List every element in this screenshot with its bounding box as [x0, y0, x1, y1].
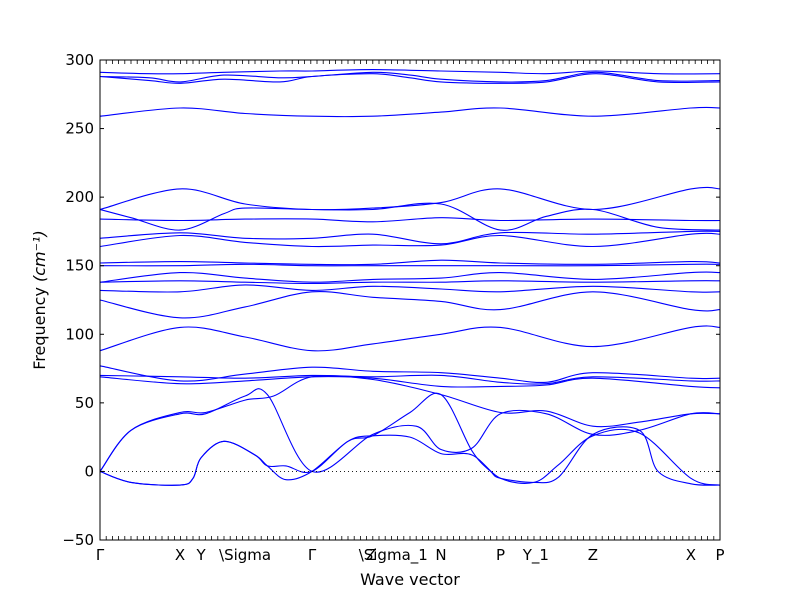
x-tick-label: X	[175, 546, 185, 564]
band-line-6	[99, 202, 721, 231]
band-line-14	[99, 284, 721, 293]
band-lines	[99, 69, 721, 486]
band-line-20	[99, 375, 721, 472]
band-line-21	[99, 388, 721, 473]
x-tick-label: Z	[588, 546, 598, 564]
x-tick-label: X	[686, 546, 696, 564]
plot-frame	[99, 59, 721, 541]
y-tick-label: 50	[75, 394, 94, 412]
x-tick-label: \Sigma	[219, 546, 271, 564]
band-line-2	[99, 71, 721, 83]
band-line-5	[99, 186, 721, 211]
band-line-4	[99, 106, 721, 118]
x-axis-label: Wave vector	[360, 570, 460, 589]
x-tick-label: P	[496, 546, 505, 564]
band-line-18	[99, 374, 721, 385]
y-axis-label: Frequency (cm⁻¹)	[30, 230, 49, 369]
x-tick-label: Y	[195, 546, 206, 564]
y-tick-label: 300	[65, 51, 94, 69]
band-line-15	[99, 290, 721, 319]
band-line-12	[99, 271, 721, 283]
x-tick-label: Γ	[308, 546, 317, 564]
y-tick-label: 100	[65, 325, 94, 343]
y-tick-label: 200	[65, 188, 94, 206]
band-line-23	[99, 392, 721, 486]
band-line-10	[99, 259, 721, 266]
y-axis-ticks: −50 0 50 100 150 200 250 300	[62, 51, 720, 549]
y-tick-label: 250	[65, 120, 94, 138]
y-tick-label: −50	[62, 531, 94, 549]
y-tick-label: 150	[65, 257, 94, 275]
band-line-7	[99, 217, 721, 223]
y-axis-label-unit: (cm⁻¹)	[30, 230, 49, 282]
band-line-8	[99, 230, 721, 245]
x-tick-label: N	[435, 546, 446, 564]
band-line-9	[99, 232, 721, 248]
x-tick-label: Y_1	[522, 546, 549, 565]
y-axis-label-text: Frequency	[30, 287, 49, 370]
band-line-13	[99, 280, 721, 285]
band-line-22	[99, 428, 721, 486]
x-tick-label: P	[715, 546, 724, 564]
x-tick-label: Z	[366, 546, 376, 564]
band-line-11	[99, 263, 721, 267]
x-axis-ticks: Γ X Y \Sigma Γ Z\Sigma_1 N P Y_1 Z X P	[96, 60, 725, 565]
band-line-1	[99, 69, 721, 75]
band-line-3	[99, 73, 721, 84]
band-line-19	[99, 376, 721, 389]
x-tick-label: Γ	[96, 546, 105, 564]
y-tick-label: 0	[84, 462, 94, 480]
band-line-17	[99, 365, 721, 383]
x-tick-label: \Sigma_1	[359, 546, 428, 565]
band-line-16	[99, 325, 721, 352]
